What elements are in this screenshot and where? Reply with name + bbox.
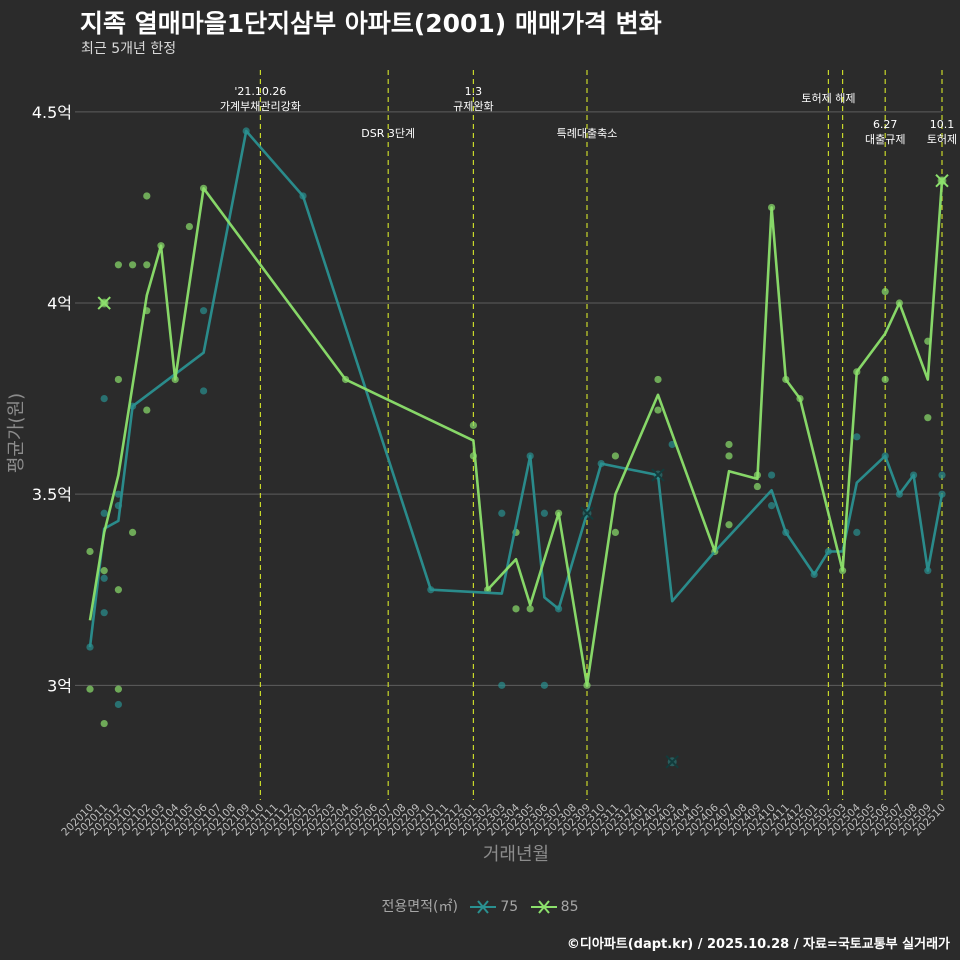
point-85 [114, 261, 122, 269]
point-75 [540, 509, 549, 517]
point-85 [86, 547, 94, 556]
point-85 [143, 192, 151, 200]
point-85 [469, 421, 477, 429]
event-annotation-label: 토허제 해제 [801, 91, 855, 105]
point-75 [853, 433, 861, 441]
point-75 [498, 509, 506, 517]
event-annotation-label: '21.10.26 [234, 85, 286, 98]
point-75 [768, 502, 776, 510]
legend-title: 전용면적(㎡) [381, 899, 458, 915]
cross-stroke-75 [651, 468, 665, 482]
legend-label-85: 85 [560, 899, 579, 915]
point-85 [725, 452, 733, 460]
point-85 [100, 719, 108, 728]
point-85 [526, 605, 534, 613]
cross-marker-75 [651, 468, 665, 482]
point-85 [185, 222, 193, 231]
point-75 [100, 394, 108, 403]
point-75 [100, 509, 108, 517]
event-annotation-label: 6.27 [873, 118, 898, 131]
chart-subtitle: 최근 5개년 한정 [81, 41, 177, 57]
point-75 [853, 528, 861, 536]
point-85 [611, 528, 620, 536]
point-85 [143, 406, 151, 414]
point-85 [114, 685, 122, 693]
point-75 [938, 471, 946, 479]
point-85 [725, 521, 733, 529]
point-85 [725, 440, 733, 449]
point-85 [512, 605, 520, 613]
point-75 [498, 681, 506, 689]
cross-stroke-85 [97, 296, 111, 310]
point-75 [114, 700, 122, 709]
legend-item-75: 75 [470, 899, 518, 915]
point-85 [753, 482, 762, 491]
point-75 [540, 681, 549, 689]
cross-marker-75 [580, 506, 594, 520]
legend: 전용면적(㎡) 75 85 [0, 896, 960, 916]
event-annotation-label: DSR 3단계 [361, 127, 415, 140]
y-tick-label: 4.5억 [32, 103, 72, 122]
y-axis-title: 평균가(원) [6, 393, 27, 473]
point-75 [100, 574, 108, 582]
series-line-75 [88, 129, 944, 648]
event-annotation-label: 가계부채관리강화 [220, 100, 301, 113]
legend-item-85: 85 [530, 899, 579, 915]
cross-marker-85 [935, 173, 949, 188]
point-75 [938, 490, 946, 498]
y-tick-label: 4억 [47, 294, 72, 313]
point-85 [86, 685, 94, 693]
point-85 [881, 287, 889, 296]
point-85 [881, 375, 889, 384]
event-annotation-label: 1.3 [465, 85, 483, 98]
point-85 [114, 375, 122, 384]
point-85 [114, 586, 122, 594]
legend-label-75: 75 [500, 899, 519, 915]
point-75 [768, 471, 776, 479]
point-85 [924, 414, 932, 422]
event-annotation-label: 특례대출축소 [557, 127, 618, 140]
event-annotation-label: 토허제 [927, 133, 957, 146]
point-85 [143, 261, 151, 269]
chart-title: 지족 열매마을1단지삼부 아파트(2001) 매매가격 변화 [80, 9, 662, 38]
cross-stroke-75 [665, 755, 679, 769]
legend-key-85-icon [530, 900, 557, 914]
legend-key-75-icon [470, 900, 497, 914]
y-tick-label: 3억 [47, 676, 72, 695]
cross-marker-75 [665, 755, 679, 769]
point-85 [129, 261, 137, 269]
x-axis-title: 거래년월 [483, 844, 549, 865]
point-75 [200, 307, 208, 315]
event-annotation-label: 규제완화 [453, 100, 493, 113]
event-annotation-label: 10.1 [930, 118, 955, 131]
cross-marker-85 [97, 296, 111, 310]
source-caption: ©디아파트(dapt.kr) / 2025.10.28 / 자료=국토교통부 실… [566, 937, 950, 952]
point-85 [654, 375, 662, 384]
point-85 [129, 528, 137, 536]
event-annotation-label: 대출규제 [865, 133, 905, 146]
point-85 [100, 567, 108, 575]
cross-stroke-85 [935, 173, 949, 188]
point-75 [100, 609, 108, 617]
y-tick-label: 3.5억 [32, 485, 72, 504]
cross-stroke-75 [580, 506, 594, 520]
point-75 [200, 387, 208, 395]
series-line-85 [88, 180, 944, 687]
point-85 [611, 452, 620, 460]
point-85 [654, 406, 662, 414]
